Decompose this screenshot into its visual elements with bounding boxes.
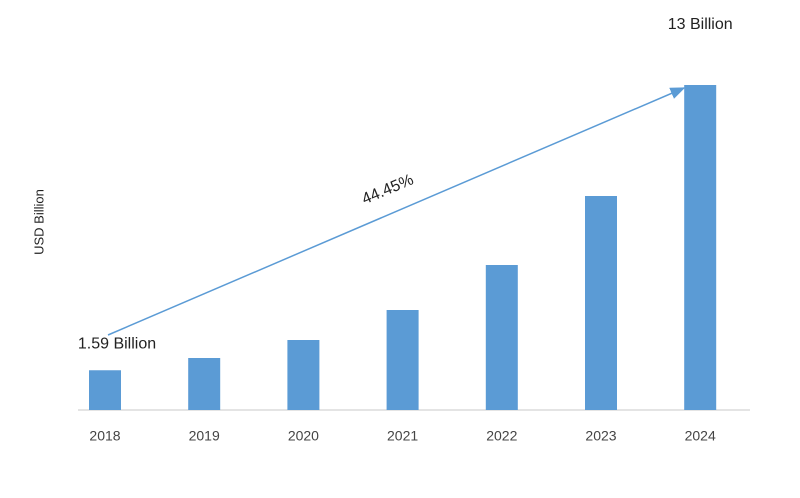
x-tick-label: 2020 — [288, 428, 319, 444]
value-label: 1.59 Billion — [78, 335, 156, 352]
bar — [585, 196, 617, 410]
bar — [485, 265, 518, 410]
x-tick-label: 2024 — [685, 428, 716, 444]
value-label: 13 Billion — [668, 16, 733, 33]
x-tick-label: 2018 — [89, 428, 120, 444]
growth-annotation: 44.45% — [360, 171, 417, 208]
x-tick-label: 2022 — [486, 428, 517, 444]
x-tick-label: 2019 — [189, 428, 220, 444]
x-tick-label: 2021 — [387, 428, 418, 444]
bar — [188, 358, 221, 410]
bar — [386, 310, 419, 410]
x-tick-label: 2023 — [585, 428, 616, 444]
y-axis-label: USD Billion — [31, 189, 46, 255]
bar — [287, 340, 320, 410]
bar — [89, 370, 121, 410]
growth-arrow — [107, 87, 686, 336]
bar — [684, 85, 717, 410]
